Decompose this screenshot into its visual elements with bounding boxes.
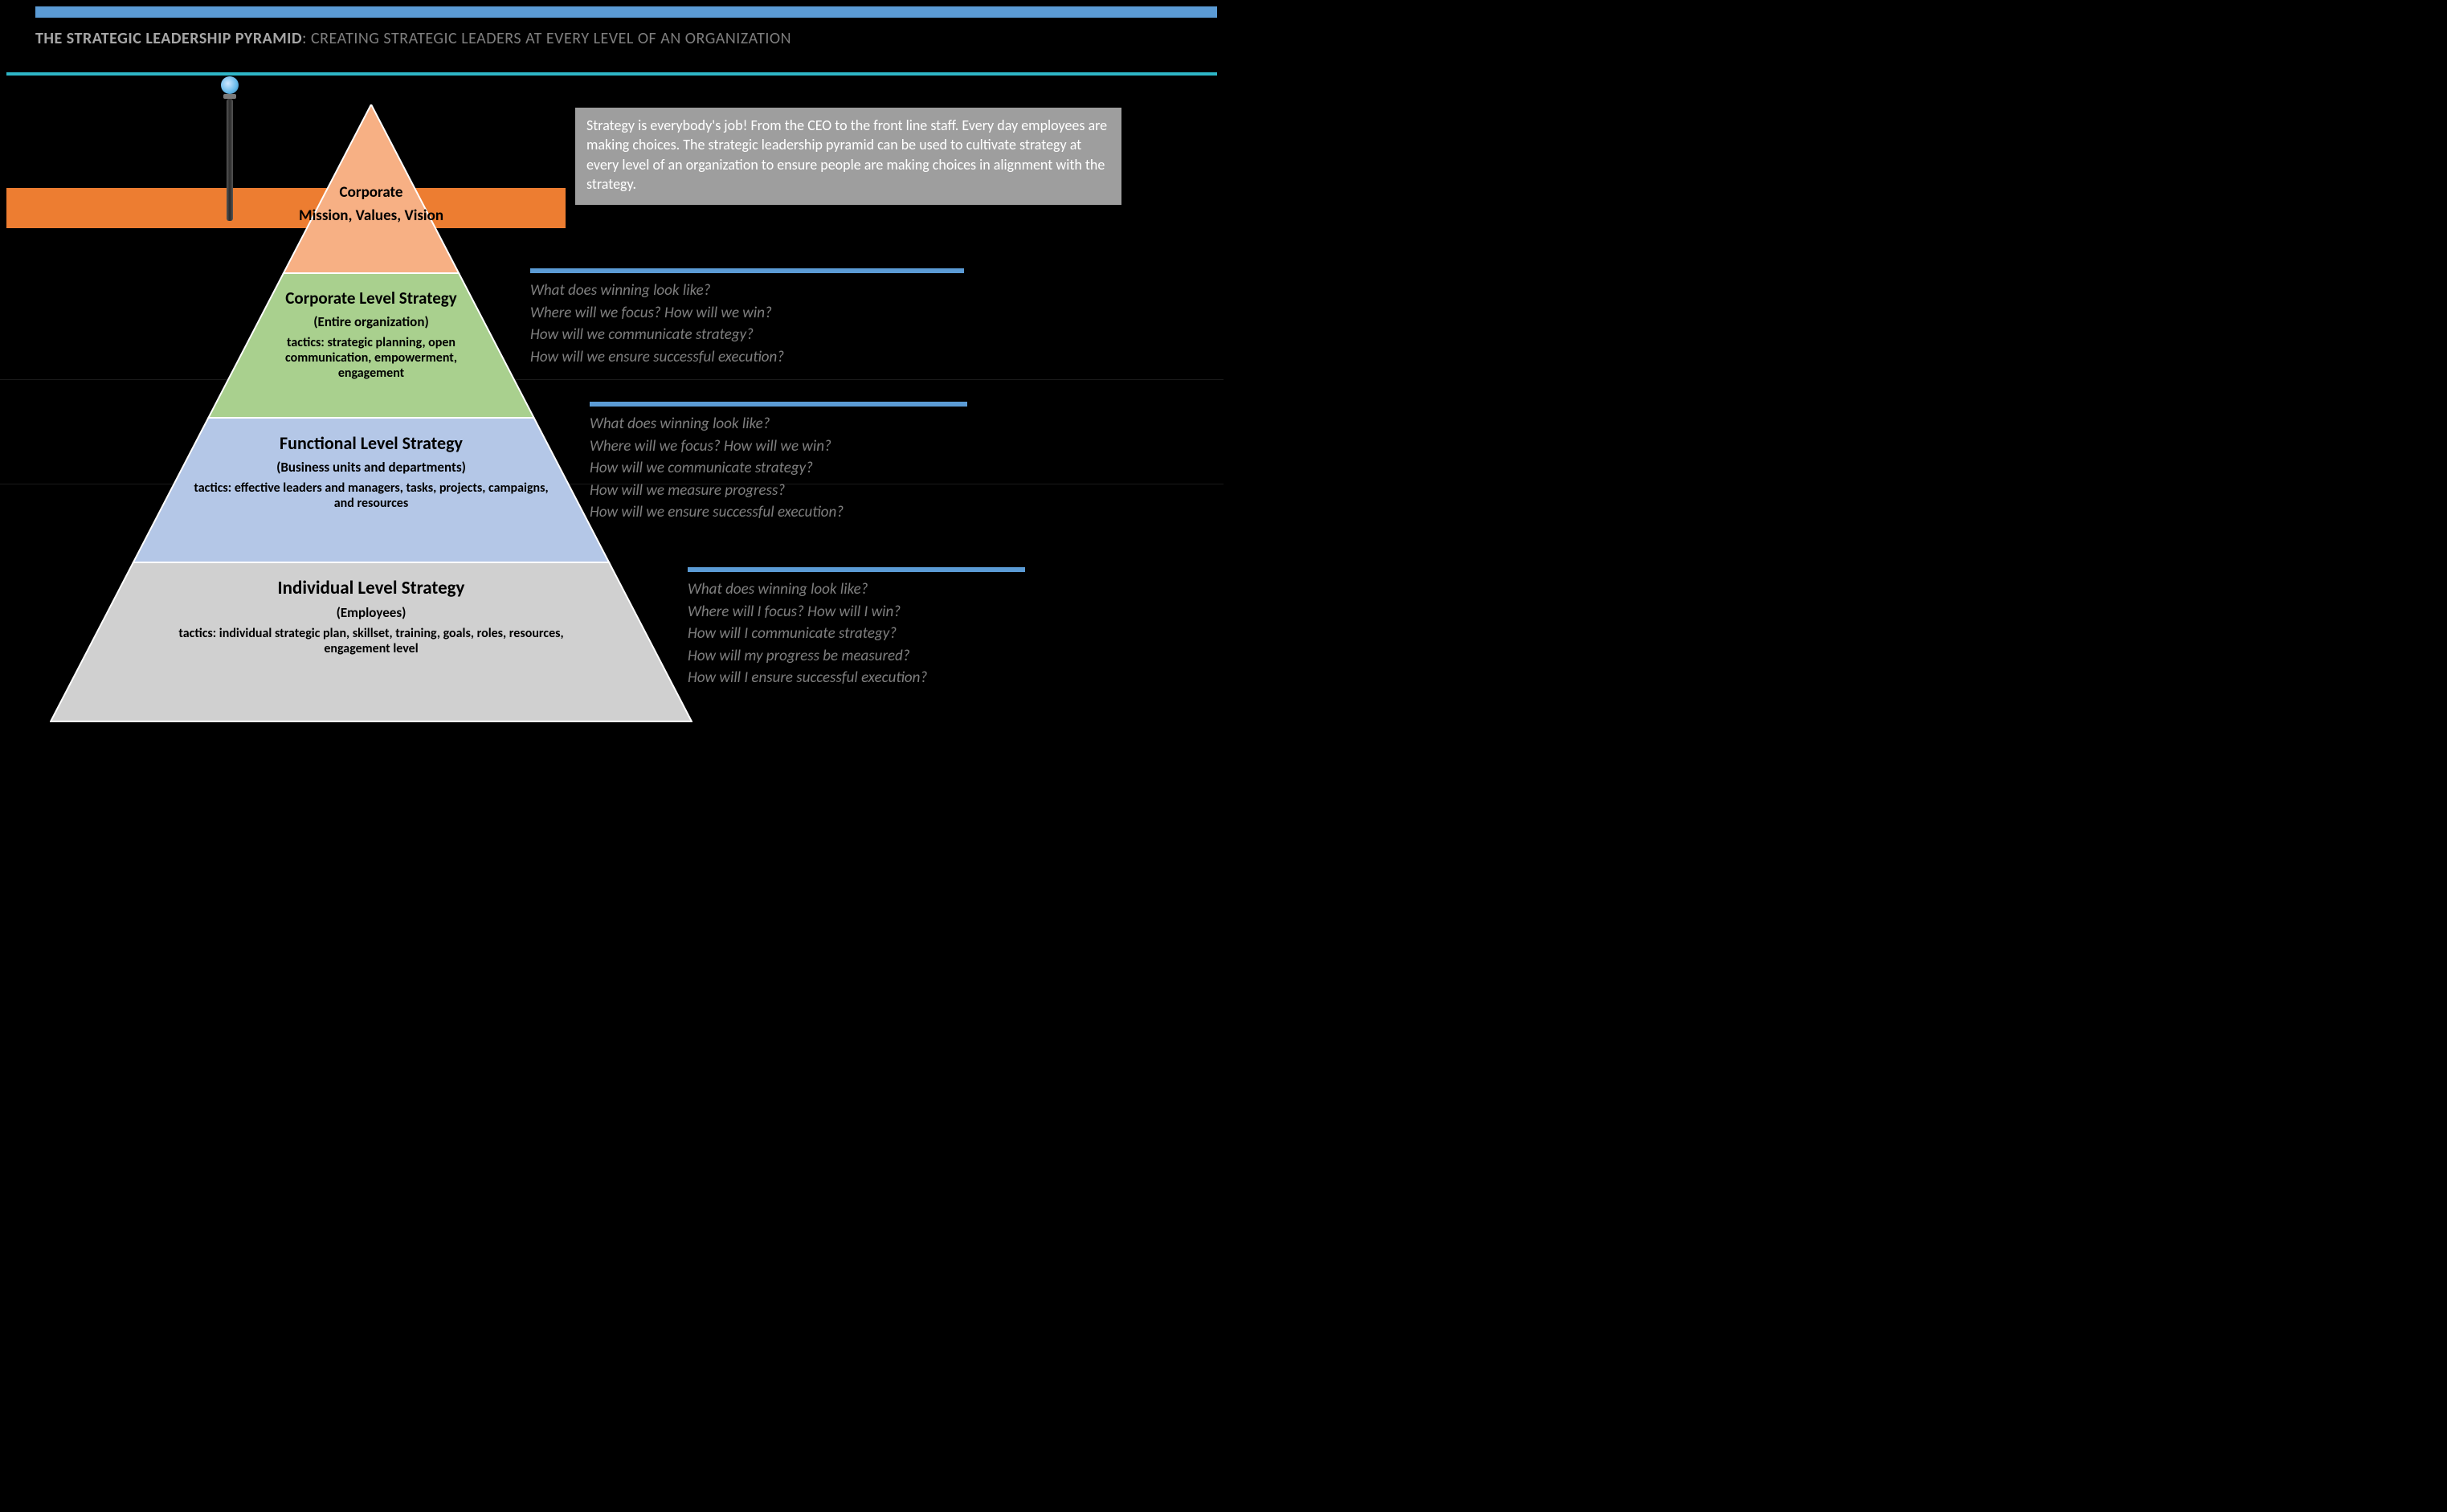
question-line: How will I communicate strategy? [688,623,1025,645]
level-subtitle: (Employees) [50,604,692,621]
question-line: Where will we focus? How will we win? [590,435,967,458]
question-line: How will we communicate strategy? [530,324,964,346]
pyramid-label-3: Individual Level Strategy (Employees) tact… [50,577,692,656]
question-bar [688,567,1025,572]
question-line: How will we ensure successful execution? [590,501,967,524]
level-title: Corporate [50,183,692,202]
level-tactics: tactics: effective leaders and managers,… [187,480,556,511]
question-block-2: What does winning look like?Where will I… [688,567,1025,689]
question-bar [590,402,967,407]
level-tactics: tactics: individual strategic plan, skil… [146,626,596,656]
question-block-0: What does winning look like?Where will w… [530,268,964,368]
question-line: Where will we focus? How will we win? [530,302,964,325]
question-line: How will we ensure successful execution? [530,346,964,369]
question-line: What does winning look like? [530,280,964,302]
level-subtitle: Mission, Values, Vision [50,206,692,225]
level-tactics: tactics: strategic planning, open commun… [262,335,480,381]
question-line: How will we measure progress? [590,480,967,502]
top-blue-bar [35,6,1217,18]
title-bold: THE STRATEGIC LEADERSHIP PYRAMID [35,29,302,48]
question-line: Where will I focus? How will I win? [688,601,1025,623]
question-bar [530,268,964,273]
question-line: How will I ensure successful execution? [688,667,1025,689]
question-line: What does winning look like? [688,578,1025,601]
question-line: What does winning look like? [590,413,967,435]
question-line: How will we communicate strategy? [590,457,967,480]
pyramid-label-0: Corporate Mission, Values, Vision [50,183,692,225]
level-title: Individual Level Strategy [50,577,692,599]
title-rest: : CREATING STRATEGIC LEADERS AT EVERY LE… [302,29,791,48]
cyan-divider [6,72,1217,76]
question-block-1: What does winning look like?Where will w… [590,402,967,524]
page-title: THE STRATEGIC LEADERSHIP PYRAMID: CREATI… [35,29,791,48]
question-line: How will my progress be measured? [688,645,1025,668]
